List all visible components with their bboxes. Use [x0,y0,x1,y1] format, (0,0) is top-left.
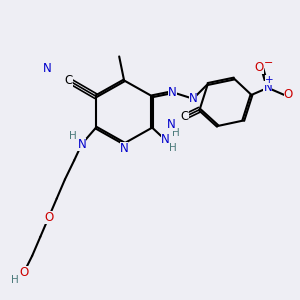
Text: H: H [169,143,177,153]
Text: N: N [263,81,272,94]
Text: O: O [20,266,28,279]
Text: N: N [168,86,177,99]
Text: O: O [254,61,264,74]
Text: +: + [265,75,274,85]
Text: C: C [64,74,73,87]
Text: H: H [172,128,180,138]
Text: N: N [160,133,169,146]
Text: O: O [44,211,53,224]
Text: C: C [181,110,189,123]
Text: N: N [167,118,176,130]
Text: N: N [77,137,86,151]
Text: −: − [264,58,273,68]
Text: N: N [189,92,197,105]
Text: H: H [11,274,19,284]
Text: N: N [43,62,51,76]
Text: O: O [284,88,293,101]
Text: H: H [69,131,77,141]
Text: N: N [120,142,128,155]
